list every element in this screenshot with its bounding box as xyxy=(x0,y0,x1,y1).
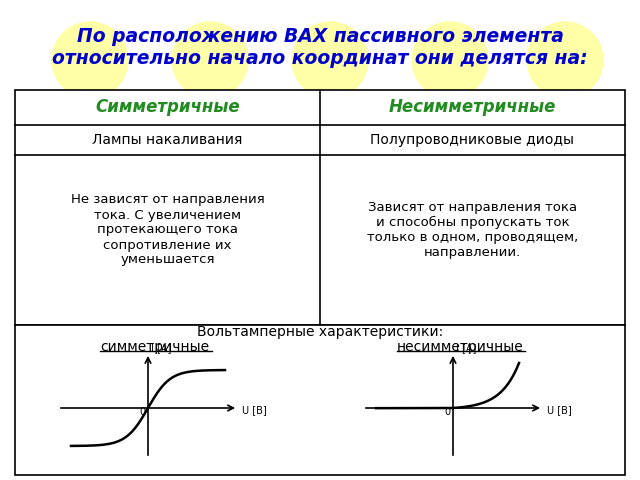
Text: Вольтамперные характеристики:: Вольтамперные характеристики: xyxy=(197,325,443,339)
Text: По расположению ВАХ пассивного элемента
относительно начало координат они делятс: По расположению ВАХ пассивного элемента … xyxy=(52,27,588,69)
Text: U [В]: U [В] xyxy=(547,405,572,415)
Circle shape xyxy=(52,22,128,98)
Text: Зависят от направления тока
и способны пропускать ток
только в одном, проводящем: Зависят от направления тока и способны п… xyxy=(367,201,578,259)
Circle shape xyxy=(527,22,603,98)
Circle shape xyxy=(172,22,248,98)
Text: Не зависят от направления
тока. С увеличением
протекающего тока
сопротивление их: Не зависят от направления тока. С увелич… xyxy=(70,193,264,266)
Text: I [A]: I [A] xyxy=(151,343,172,353)
Text: Полупроводниковые диоды: Полупроводниковые диоды xyxy=(371,133,575,147)
Bar xyxy=(15,325,625,475)
Text: 0: 0 xyxy=(444,407,450,417)
Text: симметричные: симметричные xyxy=(100,340,209,354)
Text: Несимметричные: Несимметричные xyxy=(389,98,556,117)
Bar xyxy=(15,90,625,325)
Text: U [В]: U [В] xyxy=(242,405,267,415)
Text: I [A]: I [A] xyxy=(456,343,476,353)
Circle shape xyxy=(412,22,488,98)
Text: несимметричные: несимметричные xyxy=(397,340,524,354)
Text: Лампы накаливания: Лампы накаливания xyxy=(92,133,243,147)
Text: Симметричные: Симметричные xyxy=(95,98,240,117)
Text: 0: 0 xyxy=(139,407,145,417)
Circle shape xyxy=(292,22,368,98)
